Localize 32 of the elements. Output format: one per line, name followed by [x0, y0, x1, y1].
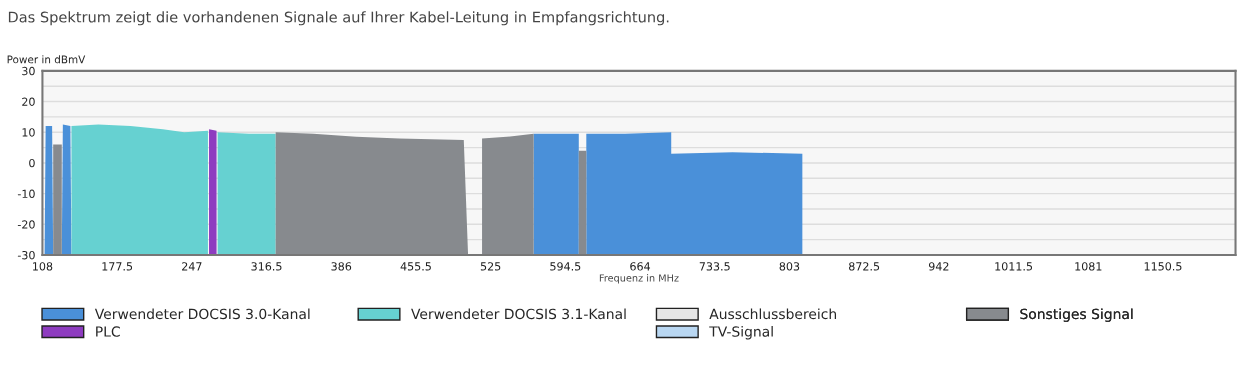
x-tick-label: 872.5: [849, 262, 880, 271]
y-tick-label: -10: [17, 189, 35, 198]
legend-label: TV-Signal: [709, 326, 773, 340]
x-tick-label: 1150.5: [1144, 262, 1182, 271]
x-tick-label: 594.5: [550, 262, 581, 271]
y-axis-title: Power in dBmV: [7, 55, 86, 64]
x-tick-label: 803: [779, 262, 800, 271]
y-tick-label: 20: [22, 97, 35, 106]
y-tick-label: -20: [17, 220, 35, 229]
x-axis-title: Frequenz in MHz: [599, 274, 679, 284]
x-tick-label: 525: [480, 262, 501, 271]
chart-title: Das Spektrum zeigt die vorhandenen Signale auf Ihrer Kabel-Leitung in Empfangsrichtung.: [8, 11, 669, 26]
legend-label: Verwendeter DOCSIS 3.0-Kanal: [94, 308, 310, 320]
x-tick-label: 1081: [1075, 262, 1102, 271]
x-tick-label: 942: [928, 262, 949, 271]
y-tick-label: 10: [22, 128, 35, 137]
x-tick-label: 733.5: [699, 262, 730, 271]
y-tick-label: 30: [22, 66, 35, 76]
legend-label: Ausschlussbereich: [709, 308, 837, 320]
legend-label: Verwendeter DOCSIS 3.1-Kanal: [411, 308, 626, 320]
x-tick-label: 1011.5: [995, 262, 1033, 271]
y-tick-label: -30: [17, 250, 35, 260]
x-tick-label: 247: [182, 262, 202, 271]
x-tick-label: 316.5: [251, 262, 282, 271]
y-tick-label: 0: [29, 158, 35, 168]
x-tick-label: 664: [630, 262, 651, 271]
x-tick-label: 455.5: [400, 262, 431, 271]
legend-label: PLC: [96, 326, 120, 337]
legend-label: Sonstiges Signal: [1020, 308, 1133, 322]
x-tick-label: 386: [331, 262, 352, 271]
x-tick-label: 108: [33, 262, 53, 271]
x-tick-label: 177.5: [102, 262, 133, 271]
